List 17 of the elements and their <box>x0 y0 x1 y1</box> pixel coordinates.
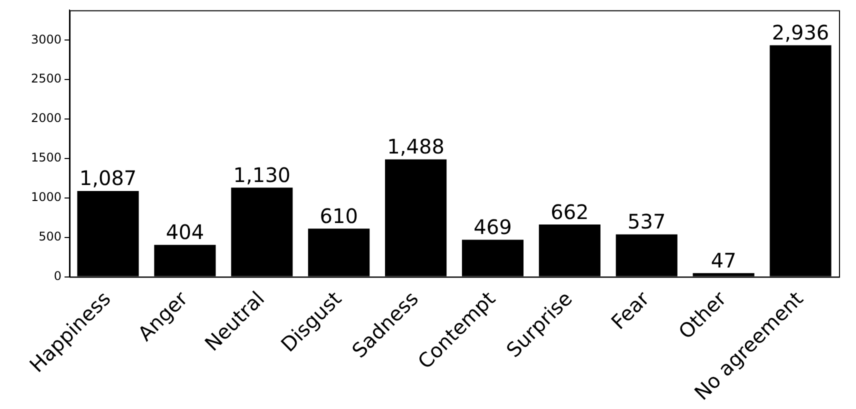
y-tick-label: 1000 <box>30 190 62 204</box>
y-tick-label: 0 <box>54 268 62 283</box>
data-label: 1,488 <box>387 134 444 159</box>
data-label: 2,936 <box>772 20 830 44</box>
y-tick-label: 3000 <box>30 32 62 46</box>
data-label: 47 <box>710 248 736 272</box>
data-label: 1,087 <box>79 166 137 190</box>
data-label: 1,130 <box>233 162 291 187</box>
data-label: 469 <box>474 214 512 239</box>
y-tick-label: 2000 <box>30 111 62 126</box>
y-tick-label: 2500 <box>30 72 62 86</box>
y-tick-label: 500 <box>38 229 62 244</box>
data-label: 404 <box>166 220 204 244</box>
data-label: 537 <box>628 210 666 234</box>
data-label: 610 <box>320 204 358 228</box>
y-tick-label: 1500 <box>30 150 62 165</box>
data-label: 662 <box>550 200 589 224</box>
